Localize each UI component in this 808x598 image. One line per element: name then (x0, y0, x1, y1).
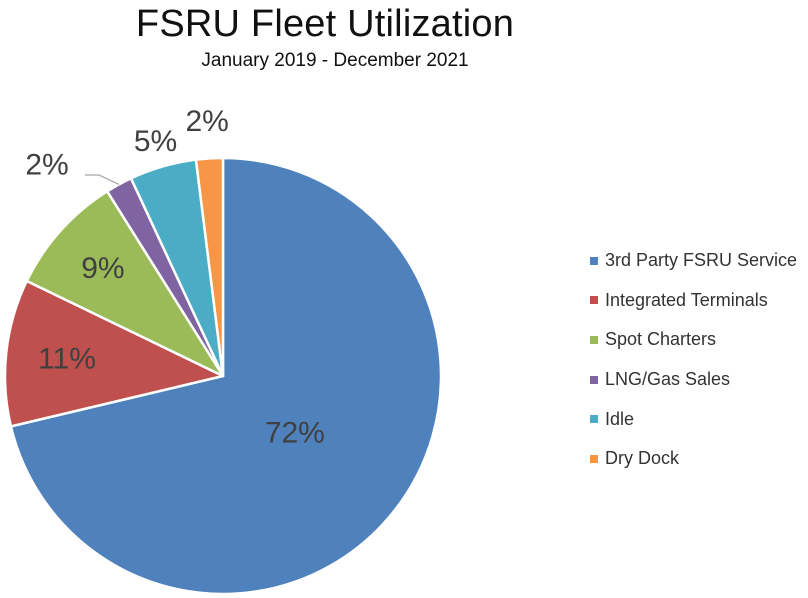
legend-label: Dry Dock (605, 448, 680, 469)
legend: 3rd Party FSRU Service Integrated Termina… (590, 241, 808, 479)
legend-swatch (590, 454, 598, 463)
data-label-3rd-party-fsru-service: 72% (265, 416, 325, 449)
data-label-idle: 5% (134, 125, 177, 158)
legend-label: Integrated Terminals (605, 289, 768, 310)
chart-title: FSRU Fleet Utilization (135, 3, 515, 45)
legend-item-dry-dock: Dry Dock (590, 439, 808, 479)
legend-label: LNG/Gas Sales (605, 369, 731, 390)
pie-slices (3, 156, 443, 596)
legend-swatch (590, 256, 598, 265)
pie-slice-spot-charters (25, 190, 225, 378)
legend-swatch (590, 375, 598, 384)
data-label-lng-gas-sales: 2% (25, 149, 68, 182)
data-label-spot-charters: 9% (81, 252, 124, 285)
legend-label: 3rd Party FSRU Service (605, 250, 798, 271)
leader-lines (85, 174, 120, 185)
legend-label: Idle (605, 408, 635, 429)
data-label-dry-dock: 2% (185, 105, 228, 138)
legend-item-integrated-terminals: Integrated Terminals (590, 281, 808, 321)
legend-swatch (590, 296, 598, 305)
legend-item-lng-gas-sales: LNG/Gas Sales (590, 360, 808, 400)
data-label-integrated-terminals: 11% (38, 342, 96, 375)
leader-line-lng-gas-sales (85, 174, 120, 185)
legend-item-3rd-party-fsru-service: 3rd Party FSRU Service (590, 241, 808, 281)
pie-slice-3rd-party-fsru-service (9, 156, 443, 596)
pie-slice-dry-dock (194, 156, 225, 378)
legend-label: Spot Charters (605, 329, 717, 350)
pie-slice-integrated-terminals (3, 279, 225, 428)
legend-item-idle: Idle (590, 399, 808, 439)
data-labels: 72%11%9%2%5%2% (25, 105, 325, 449)
chart-subtitle: January 2019 - December 2021 (201, 50, 469, 71)
legend-swatch (590, 335, 598, 344)
legend-swatch (590, 415, 598, 424)
legend-item-spot-charters: Spot Charters (590, 320, 808, 360)
